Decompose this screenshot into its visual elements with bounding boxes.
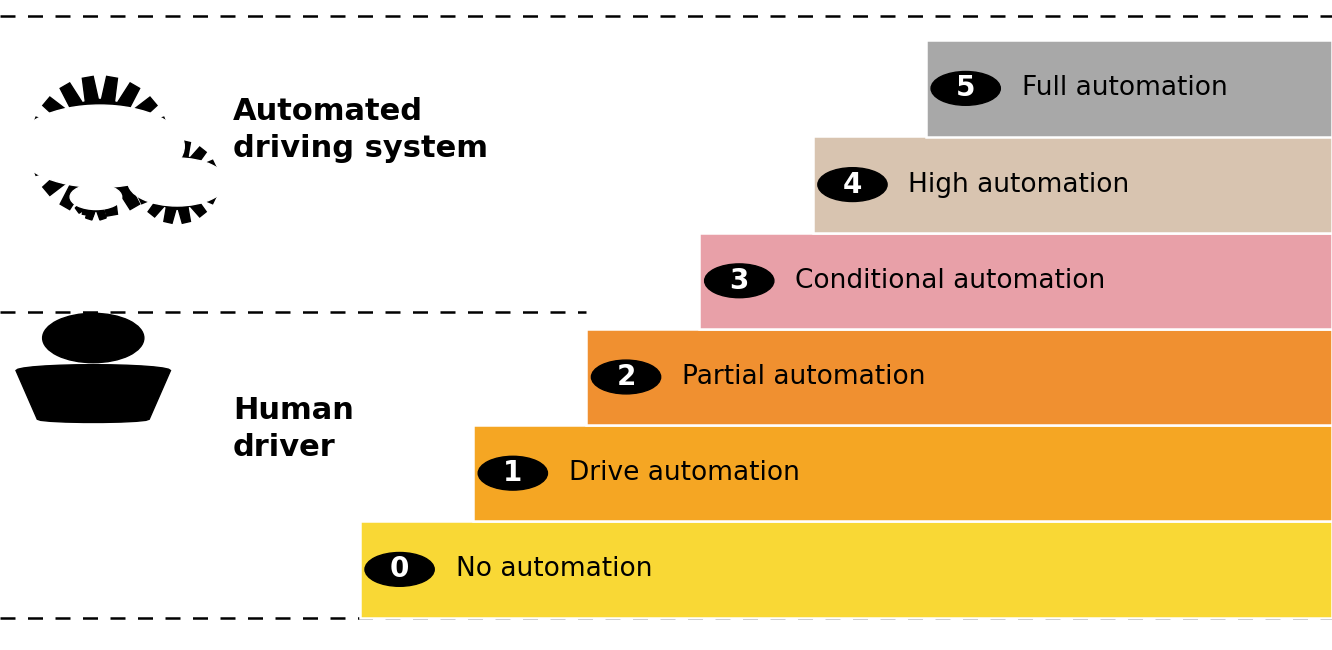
Text: Drive automation: Drive automation [569,460,799,486]
Text: Conditional automation: Conditional automation [795,268,1106,294]
Circle shape [818,168,887,202]
Circle shape [16,105,184,187]
Text: Automated
driving system: Automated driving system [233,97,488,163]
Circle shape [47,120,153,172]
Text: 0: 0 [390,555,409,584]
Circle shape [705,264,774,298]
Circle shape [71,185,121,209]
Circle shape [591,360,661,394]
Bar [926,40,1332,136]
Bar [813,136,1332,233]
Bar [699,233,1332,329]
Circle shape [478,456,547,490]
Circle shape [43,313,144,363]
Circle shape [80,189,112,205]
Polygon shape [136,140,218,224]
Bar [473,425,1332,521]
Polygon shape [29,76,170,216]
Text: Partial automation: Partial automation [682,364,926,390]
Text: 5: 5 [956,74,975,103]
Circle shape [128,158,226,206]
Circle shape [931,72,1000,105]
Text: Full automation: Full automation [1022,75,1227,101]
Text: Human
driver: Human driver [233,396,354,462]
Text: High automation: High automation [908,172,1130,198]
Text: 2: 2 [617,363,635,391]
Circle shape [147,167,208,197]
Circle shape [365,552,434,586]
Polygon shape [16,365,170,422]
Text: No automation: No automation [456,556,653,582]
Text: 4: 4 [843,170,862,199]
Text: 3: 3 [730,266,749,295]
Bar [586,329,1332,425]
Text: 1: 1 [503,459,522,488]
Polygon shape [73,174,119,220]
Bar [360,521,1332,618]
